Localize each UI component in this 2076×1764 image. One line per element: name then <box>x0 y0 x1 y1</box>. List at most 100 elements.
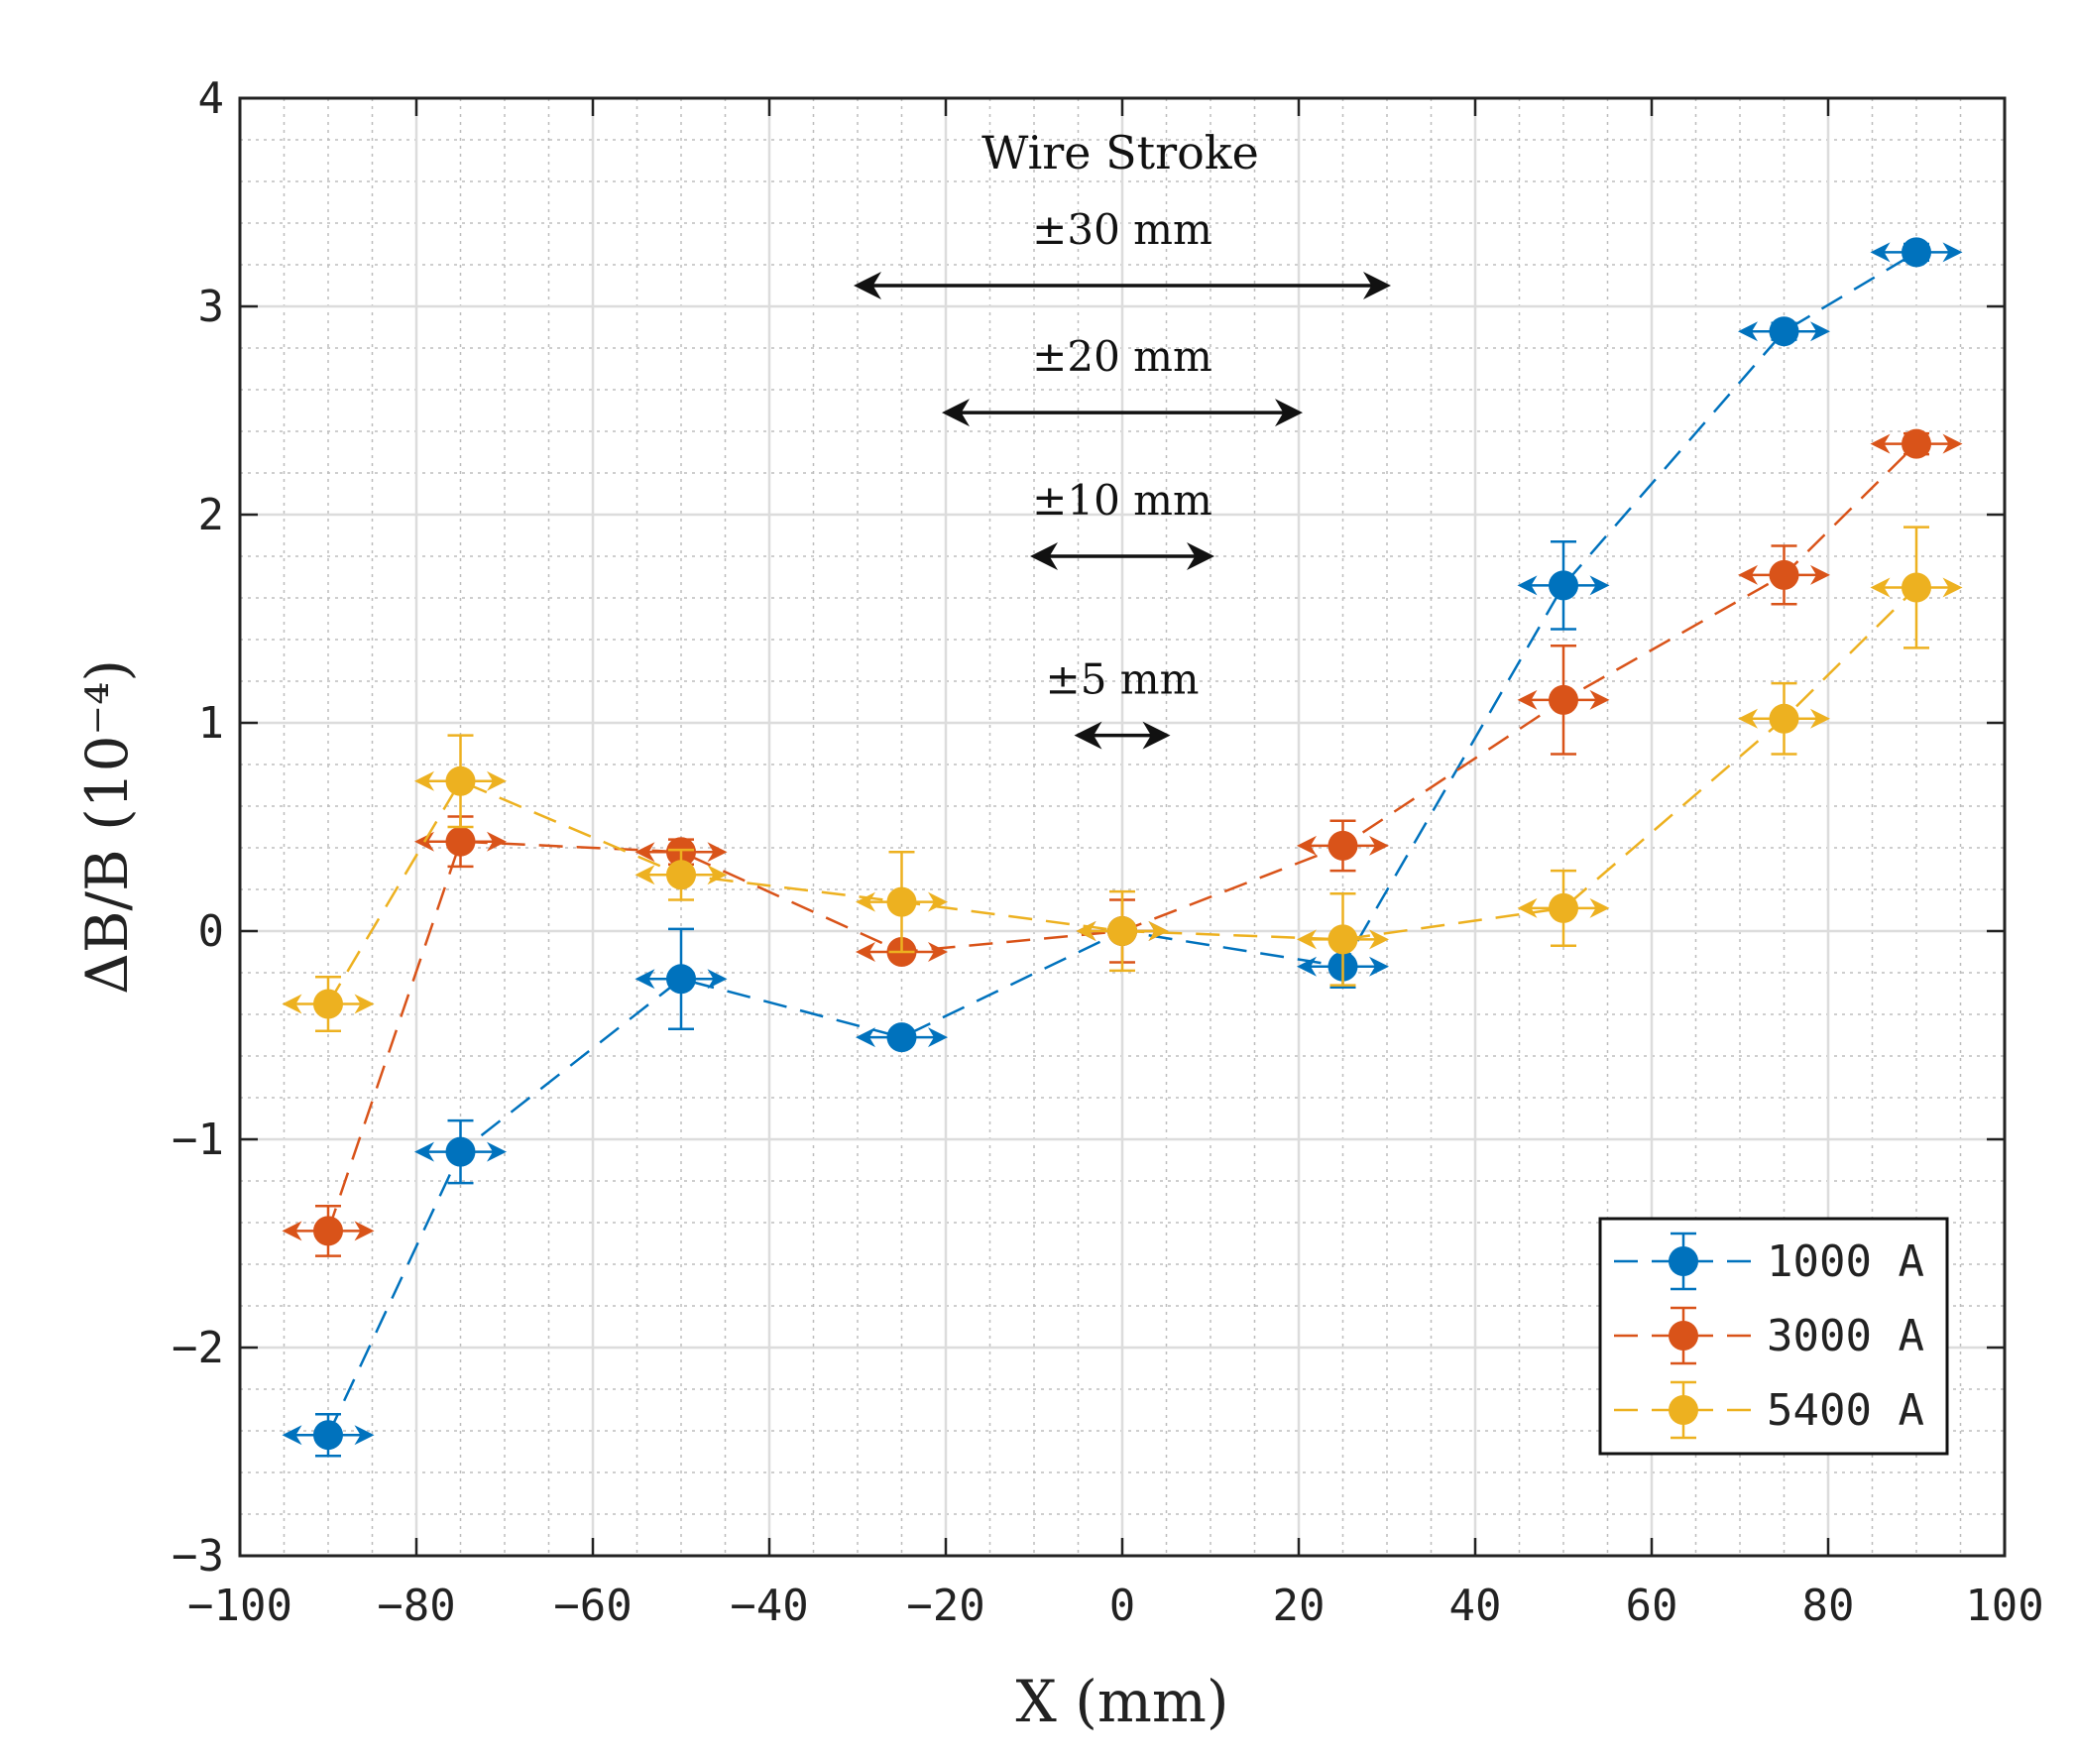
x-error-arrow-right <box>928 1027 948 1048</box>
axis-ticks <box>238 96 2007 1558</box>
data-point <box>666 860 696 890</box>
x-error-arrow-right <box>1942 242 1963 263</box>
data-point <box>1549 684 1578 715</box>
x-error-arrow-right <box>1369 835 1389 856</box>
data-point <box>313 1420 343 1451</box>
y-tick-label: −2 <box>172 1323 224 1373</box>
x-error-arrow-right <box>1589 897 1610 918</box>
data-point <box>886 1022 917 1053</box>
x-error-arrow-right <box>487 1141 507 1162</box>
x-error-arrow-right <box>707 969 728 990</box>
x-error-arrow-left <box>1870 242 1891 263</box>
x-error-arrow-left <box>414 1141 434 1162</box>
stroke-arrow-head-left <box>942 399 970 427</box>
data-point <box>1769 316 1799 347</box>
x-error-arrow-left <box>1738 564 1758 585</box>
wire-stroke-annotations: Wire Stroke ±30 mm ±20 mm ±10 mm ±5 mm <box>854 126 1391 750</box>
data-point <box>1107 916 1137 946</box>
x-error-arrow-right <box>707 842 728 863</box>
x-error-arrow-right <box>1810 708 1830 729</box>
legend-label: 3000 A <box>1767 1311 1924 1361</box>
x-error-arrow-left <box>1517 897 1538 918</box>
x-error-arrow-left <box>1870 433 1891 454</box>
x-error-arrow-right <box>1810 564 1830 585</box>
x-error-arrow-left <box>856 1027 875 1048</box>
x-error-arrow-left <box>856 942 875 962</box>
legend-marker <box>1669 1246 1698 1276</box>
stroke-arrow-head-right <box>1275 399 1303 427</box>
x-error-arrow-left <box>282 994 302 1014</box>
legend-entry: 3000 A <box>1614 1306 1924 1365</box>
x-tick-label: 0 <box>1109 1581 1136 1631</box>
data-point <box>886 886 917 917</box>
x-tick-labels: −100 −80 −60 −40 −20 0 20 40 60 80 100 <box>187 1581 2044 1631</box>
wire-stroke-title: Wire Stroke <box>981 126 1259 179</box>
x-error-arrow-left <box>856 891 875 912</box>
stroke-label: ±5 mm <box>1046 655 1200 704</box>
data-point <box>313 1216 343 1246</box>
data-point <box>445 826 476 857</box>
x-tick-label: −80 <box>377 1581 455 1631</box>
y-tick-label: −1 <box>172 1115 224 1165</box>
x-error-arrow-left <box>634 865 655 885</box>
stroke-label: ±30 mm <box>1032 205 1212 254</box>
x-error-arrow-right <box>1942 433 1963 454</box>
y-tick-label: −3 <box>172 1531 224 1582</box>
stroke-arrow-head-left <box>1074 721 1102 750</box>
x-tick-label: −100 <box>187 1581 292 1631</box>
x-error-arrow-right <box>1589 689 1610 710</box>
x-tick-label: 40 <box>1449 1581 1502 1631</box>
y-axis-title: ΔB/B (10⁻⁴) <box>73 659 141 995</box>
x-error-arrow-left <box>282 1425 302 1446</box>
stroke-arrow-head-left <box>1030 542 1058 570</box>
x-tick-label: 20 <box>1273 1581 1326 1631</box>
data-point <box>1902 572 1931 603</box>
data-point <box>445 1136 476 1167</box>
series-layer <box>282 237 1963 1458</box>
legend-marker <box>1669 1321 1698 1351</box>
x-error-arrow-right <box>1369 929 1389 950</box>
data-point <box>1902 237 1931 268</box>
legend: 1000 A 3000 A 5400 A <box>1598 1217 1949 1456</box>
y-tick-labels: −3 −2 −1 0 1 2 3 4 <box>172 73 224 1582</box>
x-error-arrow-left <box>1297 835 1317 856</box>
legend-label: 5400 A <box>1767 1385 1924 1436</box>
x-error-arrow-right <box>354 994 375 1014</box>
x-tick-label: −20 <box>906 1581 984 1631</box>
x-error-arrow-right <box>487 831 507 852</box>
legend-entry: 5400 A <box>1614 1380 1924 1440</box>
x-error-arrow-left <box>1738 708 1758 729</box>
x-error-arrow-left <box>414 770 434 791</box>
x-error-arrow-right <box>354 1221 375 1241</box>
x-tick-label: −60 <box>553 1581 632 1631</box>
x-error-arrow-left <box>1517 689 1538 710</box>
x-axis-title: X (mm) <box>1016 1668 1229 1735</box>
x-error-arrow-right <box>1589 575 1610 596</box>
data-point <box>1769 703 1799 734</box>
x-tick-label: 80 <box>1802 1581 1855 1631</box>
x-error-arrow-right <box>1148 921 1169 941</box>
x-error-arrow-right <box>707 865 728 885</box>
stroke-arrow-head-right <box>1187 542 1214 570</box>
x-error-arrow-right <box>1810 321 1830 342</box>
x-error-arrow-right <box>354 1425 375 1446</box>
stroke-arrow-head-left <box>854 272 881 299</box>
data-point <box>1769 559 1799 590</box>
series-5400-A <box>282 526 1963 1033</box>
y-tick-label: 0 <box>198 906 225 957</box>
x-tick-label: 100 <box>1965 1581 2043 1631</box>
x-error-arrow-left <box>1297 929 1317 950</box>
stroke-label: ±10 mm <box>1032 476 1212 525</box>
legend-entry: 1000 A <box>1614 1232 1924 1291</box>
data-point <box>313 989 343 1019</box>
legend-label: 1000 A <box>1767 1236 1924 1287</box>
data-point <box>1549 892 1578 923</box>
x-error-arrow-right <box>928 891 948 912</box>
y-tick-label: 1 <box>198 698 225 749</box>
x-error-arrow-right <box>1369 956 1389 977</box>
x-tick-label: −40 <box>730 1581 808 1631</box>
x-error-arrow-left <box>634 969 655 990</box>
data-point <box>445 765 476 796</box>
x-error-arrow-left <box>1076 921 1096 941</box>
x-error-arrow-right <box>487 770 507 791</box>
